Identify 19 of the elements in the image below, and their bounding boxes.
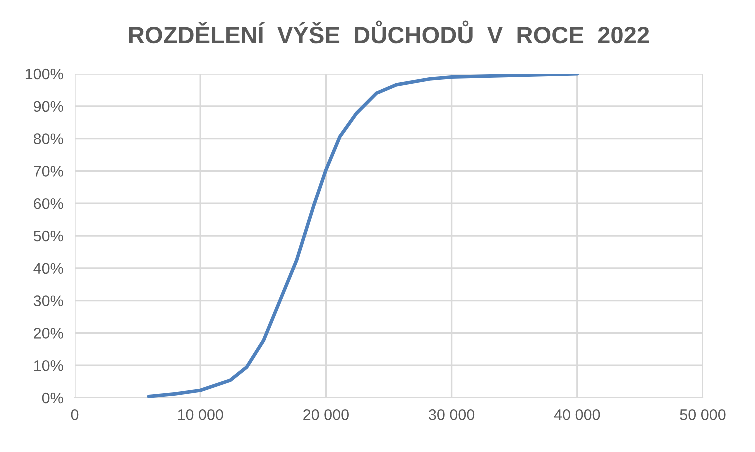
chart-title: ROZDĚLENÍ VÝŠE DŮCHODŮ V ROCE 2022 [129,20,650,44]
y-tick-label: 100% [26,68,64,80]
x-tick-label: 50 000 [680,410,726,420]
x-tick-label: 20 000 [304,410,349,420]
y-tick-label: 60% [34,198,64,210]
y-tick-label: 20% [34,328,64,339]
y-tick-label: 0% [42,392,64,404]
line-series [147,74,580,398]
y-tick-label: 90% [34,101,64,112]
x-tick-label: 10 000 [178,410,224,420]
y-tick-label: 80% [34,134,64,144]
x-tick-label: 40 000 [554,410,600,420]
y-tick-label: 40% [34,263,64,274]
x-tick-label: 0 [71,410,79,420]
y-tick-label: 50% [34,230,64,242]
y-tick-label: 30% [34,296,64,306]
y-tick-label: 70% [34,166,64,177]
x-tick-label: 30 000 [429,410,475,420]
y-tick-label: 10% [34,360,64,372]
